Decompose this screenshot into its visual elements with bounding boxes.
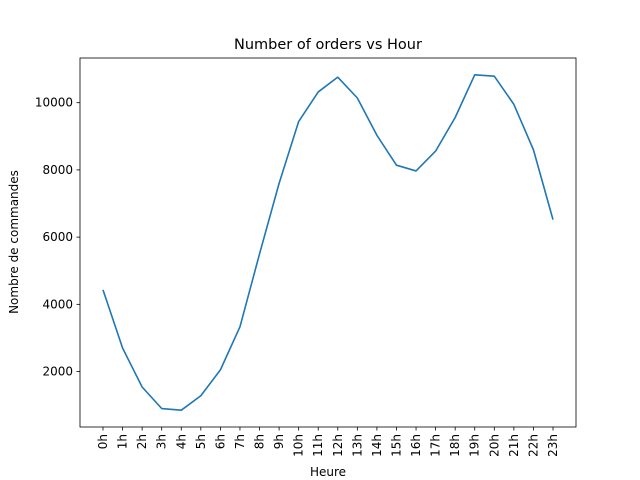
x-tick-label: 21h [507, 434, 521, 457]
y-tick-label: 4000 [42, 297, 73, 311]
x-tick-label: 2h [135, 434, 149, 449]
x-tick-label: 8h [253, 434, 267, 449]
series-line [102, 74, 554, 412]
x-tick-label: 4h [174, 434, 188, 449]
x-tick-label: 17h [429, 434, 443, 457]
y-axis-label: Nombre de commandes [7, 170, 21, 314]
x-tick-label: 19h [468, 434, 482, 457]
x-tick-label: 11h [311, 434, 325, 457]
x-tick-label: 20h [487, 434, 501, 457]
x-tick-label: 12h [331, 434, 345, 457]
x-tick-label: 18h [448, 434, 462, 457]
chart-title: Number of orders vs Hour [234, 37, 422, 53]
x-tick-label: 3h [155, 434, 169, 449]
x-tick-label: 23h [546, 434, 560, 457]
x-tick-label: 14h [370, 434, 384, 457]
x-tick-label: 1h [116, 434, 130, 449]
x-tick-label: 0h [96, 434, 110, 449]
x-tick-label: 22h [526, 434, 540, 457]
plot-area: 2000 4000 6000 8000 10000 0h 1h 2h 3h 4h 5h 6h 7h 8h 9… [35, 57, 577, 457]
y-tick-label: 2000 [42, 365, 73, 379]
y-tick-label: 6000 [42, 230, 73, 244]
x-tick-label: 6h [213, 434, 227, 449]
x-tick-label: 16h [409, 434, 423, 457]
x-tick-label: 9h [272, 434, 286, 449]
y-tick-label: 8000 [42, 163, 73, 177]
x-axis-label: Heure [310, 465, 346, 479]
x-tick-label: 13h [350, 434, 364, 457]
x-tick-label: 7h [233, 434, 247, 449]
plot-frame [79, 57, 577, 428]
x-tick-label: 15h [389, 434, 403, 457]
x-tick-label: 10h [292, 434, 306, 457]
y-tick-label: 10000 [35, 96, 73, 110]
x-tick-label: 5h [194, 434, 208, 449]
